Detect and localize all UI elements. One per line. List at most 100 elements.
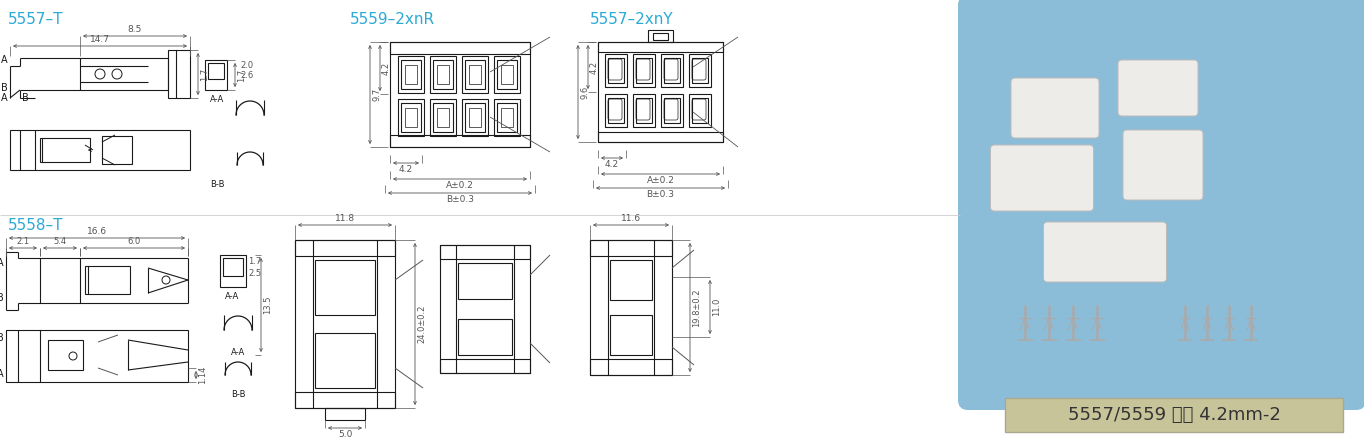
Text: 19.8±0.2: 19.8±0.2: [692, 288, 701, 327]
Bar: [496, 60, 517, 89]
Text: 6.0: 6.0: [127, 237, 140, 246]
FancyBboxPatch shape: [1118, 60, 1198, 116]
Text: 9.6: 9.6: [580, 85, 589, 99]
Bar: [608, 58, 623, 83]
Bar: [591, 240, 672, 375]
Bar: [436, 65, 449, 84]
Bar: [465, 103, 486, 132]
Bar: [315, 260, 375, 315]
Bar: [662, 94, 683, 127]
Text: 5558–T: 5558–T: [8, 218, 64, 233]
Text: 1.7: 1.7: [237, 68, 246, 81]
Bar: [390, 135, 531, 147]
Bar: [458, 319, 512, 355]
Bar: [432, 103, 453, 132]
Text: A-A: A-A: [225, 292, 239, 301]
Bar: [458, 263, 512, 299]
Text: B±0.3: B±0.3: [446, 195, 475, 204]
Text: A-A: A-A: [231, 348, 246, 357]
Bar: [633, 54, 655, 87]
Bar: [610, 315, 652, 355]
Bar: [390, 42, 531, 54]
FancyBboxPatch shape: [990, 145, 1094, 211]
FancyBboxPatch shape: [1043, 222, 1166, 282]
Bar: [441, 359, 531, 373]
Bar: [501, 108, 513, 127]
Bar: [405, 65, 417, 84]
Text: 2.0: 2.0: [240, 60, 254, 70]
Bar: [315, 333, 375, 388]
Text: 2.5: 2.5: [248, 268, 261, 278]
Bar: [597, 42, 723, 142]
Text: 5.0: 5.0: [338, 430, 352, 438]
Bar: [494, 56, 520, 93]
Text: 4.2: 4.2: [398, 165, 413, 174]
FancyBboxPatch shape: [1123, 130, 1203, 200]
Text: B: B: [0, 293, 4, 303]
Bar: [205, 60, 226, 90]
Bar: [436, 108, 449, 127]
Text: 4.2: 4.2: [591, 60, 599, 74]
Bar: [469, 108, 481, 127]
Bar: [591, 240, 672, 256]
Bar: [606, 94, 627, 127]
Bar: [664, 58, 681, 83]
Text: B-B: B-B: [210, 180, 224, 189]
Text: B: B: [22, 93, 29, 103]
Bar: [295, 240, 396, 408]
Bar: [606, 54, 627, 87]
Bar: [689, 94, 711, 127]
Bar: [591, 359, 672, 375]
Bar: [102, 136, 132, 164]
Text: B: B: [1, 83, 8, 93]
Bar: [648, 30, 672, 42]
Bar: [325, 408, 366, 420]
Bar: [469, 65, 481, 84]
Bar: [398, 56, 424, 93]
FancyBboxPatch shape: [1011, 78, 1099, 138]
Bar: [398, 99, 424, 136]
Text: 1.14: 1.14: [198, 366, 207, 384]
Text: A±0.2: A±0.2: [446, 181, 473, 190]
Bar: [295, 392, 396, 408]
Bar: [662, 54, 683, 87]
Text: 9.7: 9.7: [372, 88, 381, 101]
Bar: [85, 266, 130, 294]
Bar: [692, 98, 708, 123]
Bar: [5, 330, 188, 382]
Text: A-A: A-A: [210, 95, 224, 104]
Bar: [430, 56, 456, 93]
Text: A±0.2: A±0.2: [647, 176, 674, 185]
Text: A: A: [1, 55, 8, 65]
Bar: [222, 258, 243, 276]
Text: 4.2: 4.2: [606, 160, 619, 169]
Bar: [220, 255, 246, 287]
Text: 8.5: 8.5: [128, 25, 142, 34]
Text: 11.6: 11.6: [621, 214, 641, 223]
Bar: [597, 132, 723, 142]
Bar: [1005, 398, 1344, 432]
Bar: [40, 138, 90, 162]
Bar: [10, 130, 190, 170]
Bar: [633, 94, 655, 127]
Bar: [664, 98, 681, 123]
Text: 16.6: 16.6: [87, 227, 106, 236]
Text: 14.7: 14.7: [90, 35, 110, 44]
Text: A: A: [0, 369, 4, 379]
Text: 1.7: 1.7: [201, 67, 209, 81]
Text: 5557–2xnY: 5557–2xnY: [591, 12, 674, 27]
Bar: [636, 58, 652, 83]
Bar: [462, 56, 488, 93]
Text: 2.1: 2.1: [16, 237, 30, 246]
Bar: [689, 54, 711, 87]
Bar: [295, 240, 396, 256]
Text: 4.2: 4.2: [382, 61, 391, 74]
Bar: [610, 260, 652, 300]
Bar: [441, 245, 531, 259]
Bar: [432, 60, 453, 89]
Text: A: A: [0, 258, 4, 268]
Text: 1.7: 1.7: [248, 258, 262, 266]
Text: 24.0±0.2: 24.0±0.2: [417, 305, 426, 343]
Text: 5557/5559 双排 4.2mm-2: 5557/5559 双排 4.2mm-2: [1068, 406, 1281, 424]
Text: B: B: [0, 333, 4, 343]
